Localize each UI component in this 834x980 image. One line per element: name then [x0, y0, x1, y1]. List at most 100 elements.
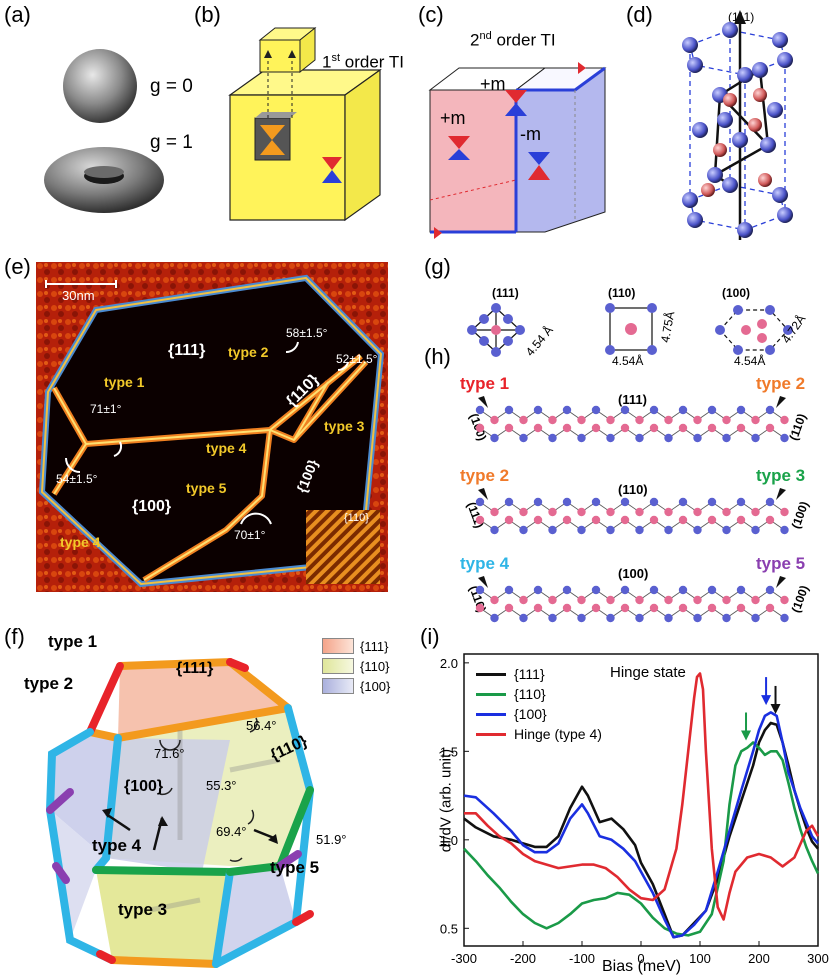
panel-a-figure — [44, 49, 164, 213]
chart-legend-label: {110} — [514, 686, 546, 702]
atom — [620, 497, 630, 507]
x-tick-label: -300 — [451, 951, 477, 966]
atom — [707, 497, 717, 507]
atom — [664, 595, 673, 605]
atom — [490, 595, 499, 605]
g-title-110: (110) — [608, 286, 636, 300]
atom — [490, 613, 499, 623]
hinge-arrow-right — [776, 488, 786, 500]
atom — [620, 423, 630, 433]
f-angle-55: 55.3° — [206, 778, 237, 793]
chart-legend-item: {110} — [476, 684, 602, 704]
panel-label-h: (h) — [424, 344, 451, 369]
atom — [533, 585, 543, 595]
arrow-head-green — [741, 730, 752, 741]
panel-f-polyhedron — [45, 657, 315, 968]
atom — [635, 525, 644, 535]
panel-label-c: (c) — [418, 2, 444, 27]
panel-label-i: (i) — [420, 624, 440, 649]
series-line-1 — [463, 741, 820, 937]
arrow-head-blue — [761, 695, 772, 706]
hinge-arrow-left — [478, 488, 488, 500]
atom — [548, 507, 557, 517]
h-row1-left-type: type 1 — [460, 374, 510, 393]
y-tick-label: 1.0 — [440, 833, 458, 848]
atom — [606, 613, 615, 623]
h-row3-center: (100) — [618, 566, 649, 581]
atom — [519, 613, 528, 623]
chart-legend-swatch — [476, 692, 506, 696]
atom — [722, 613, 731, 623]
atom — [722, 433, 731, 443]
panel-label-e: (e) — [4, 254, 31, 279]
x-tick-label: 300 — [807, 951, 829, 966]
atom — [635, 433, 644, 443]
atom — [562, 585, 572, 595]
chart-ylabel: dI/dV (arb. unit) — [437, 748, 455, 853]
f-type-2: type 2 — [24, 674, 74, 693]
panel-c-figure — [428, 62, 607, 239]
atom — [591, 515, 601, 525]
atom — [722, 595, 731, 605]
scale-bar-label: 30nm — [62, 288, 95, 303]
atom — [504, 585, 514, 595]
first-order-ti-label: 1st order TI — [322, 52, 404, 72]
atom — [678, 497, 688, 507]
atom — [707, 423, 717, 433]
f-type-3: type 3 — [118, 900, 168, 919]
panel-d-crystal — [682, 10, 793, 240]
genus-0-label: g = 0 — [150, 76, 193, 97]
atom — [765, 405, 775, 415]
chart-legend-item: Hinge (type 4) — [476, 724, 602, 744]
panel-b-figure — [228, 26, 382, 222]
atom — [475, 603, 485, 613]
atom — [751, 507, 760, 517]
atom — [707, 585, 717, 595]
chart-legend: {111} {110} {100} Hinge (type 4) — [476, 664, 602, 744]
atom — [475, 423, 485, 433]
atom — [475, 405, 485, 415]
legend-swatch — [322, 638, 354, 654]
atom — [606, 415, 615, 425]
panel-e-stm-image — [36, 262, 388, 592]
atom — [620, 603, 630, 613]
f-facet-111: {111} — [176, 660, 214, 677]
atom — [751, 613, 760, 623]
atom — [606, 595, 615, 605]
y-tick-label: 2.0 — [440, 656, 458, 671]
h-row1-center: (111) — [618, 392, 647, 407]
atom — [490, 507, 499, 517]
atom — [562, 423, 572, 433]
atom — [519, 525, 528, 535]
atom — [635, 613, 644, 623]
g-title-111: (111) — [492, 286, 519, 300]
chart-legend-label: Hinge (type 4) — [514, 726, 602, 742]
atom — [533, 497, 543, 507]
x-tick-label: -200 — [510, 951, 536, 966]
hinge-arrow-right — [776, 396, 786, 408]
atom — [577, 433, 586, 443]
e-facet-111: {111} — [168, 342, 206, 359]
atom — [707, 405, 717, 415]
panel-label-g: (g) — [424, 254, 451, 279]
atom — [693, 415, 702, 425]
atom — [591, 585, 601, 595]
atom — [577, 595, 586, 605]
atom — [533, 603, 543, 613]
atom — [751, 525, 760, 535]
f-angle-71: 71.6° — [154, 746, 185, 761]
e-angle-71: 71±1° — [90, 402, 122, 416]
atom — [678, 603, 688, 613]
atom — [780, 525, 789, 535]
atom — [562, 515, 572, 525]
e-inset-label: {110} — [344, 512, 369, 524]
atom — [475, 515, 485, 525]
hinge-arrow-left — [478, 576, 488, 588]
atom — [562, 405, 572, 415]
atom — [519, 507, 528, 517]
e-angle-70: 70±1° — [234, 528, 266, 542]
atom — [678, 405, 688, 415]
atom — [548, 415, 557, 425]
h-row3-right-type: type 5 — [756, 554, 806, 573]
atom — [707, 515, 717, 525]
